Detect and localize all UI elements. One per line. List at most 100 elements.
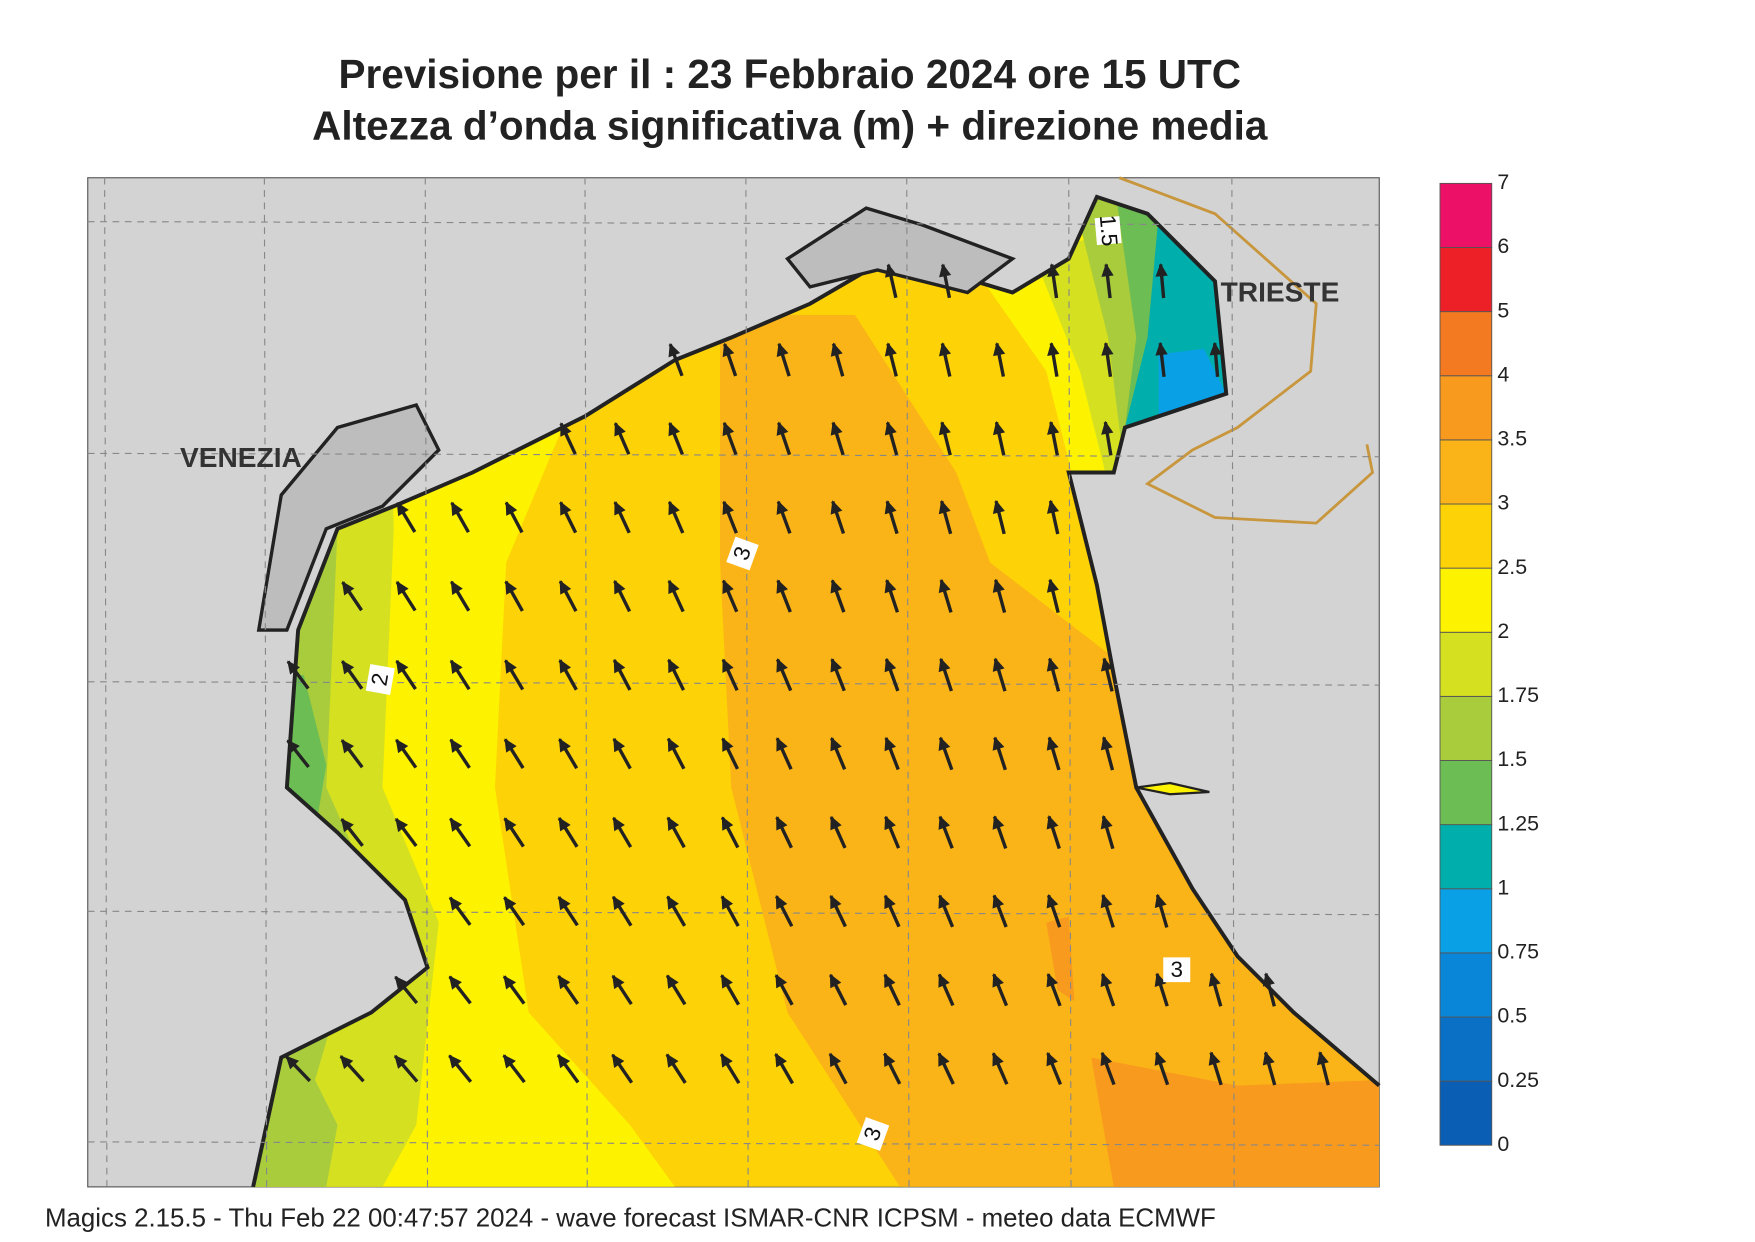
zone-3-3.5 bbox=[720, 315, 1380, 1187]
colorbar-segment bbox=[1439, 952, 1493, 1018]
arrow-head bbox=[884, 973, 896, 989]
arrow-head bbox=[1046, 736, 1059, 751]
arrow-head bbox=[1046, 894, 1059, 909]
arrow-head bbox=[394, 975, 408, 990]
arrow-head bbox=[830, 894, 842, 910]
arrow-head bbox=[668, 500, 680, 516]
arrow-head bbox=[1155, 263, 1168, 277]
arrow-head bbox=[992, 499, 1005, 515]
colorbar-segment bbox=[1439, 1080, 1493, 1146]
arrow-head bbox=[558, 738, 571, 753]
arrow-head bbox=[396, 580, 409, 596]
arrow-head bbox=[667, 737, 680, 753]
arrow-head bbox=[612, 816, 625, 832]
colorbar-label: 0 bbox=[1497, 1132, 1509, 1156]
arrow-head bbox=[1047, 342, 1060, 356]
arrow-head bbox=[938, 1052, 950, 1067]
arrow-head bbox=[992, 578, 1005, 593]
arrow-head bbox=[449, 817, 463, 832]
arrow-head bbox=[395, 738, 409, 754]
arrow-head bbox=[776, 737, 788, 752]
arrow-head bbox=[884, 500, 897, 515]
arrow-head bbox=[668, 579, 680, 595]
arrow-head bbox=[830, 815, 842, 831]
colorbar-label: 3.5 bbox=[1497, 427, 1527, 451]
arrow-head bbox=[883, 1052, 896, 1067]
arrow-head bbox=[1154, 972, 1167, 987]
colorbar-label: 4 bbox=[1497, 362, 1509, 386]
contour-label-text: 1.5 bbox=[1095, 214, 1123, 247]
arrow-head bbox=[668, 421, 680, 437]
arrow-head bbox=[1046, 1051, 1058, 1067]
arrow-head bbox=[830, 500, 843, 515]
city-label: VENEZIA bbox=[180, 442, 302, 473]
arrow-head bbox=[884, 578, 897, 594]
arrow-head bbox=[884, 263, 898, 278]
arrow-head bbox=[776, 579, 788, 594]
arrow-head bbox=[612, 895, 625, 911]
arrow-head bbox=[722, 421, 735, 437]
contour-label: 3 bbox=[726, 536, 759, 571]
arrow-head bbox=[992, 420, 1006, 436]
colorbar-label: 1.5 bbox=[1497, 747, 1527, 771]
arrow-head bbox=[340, 818, 354, 833]
arrow-head bbox=[1100, 736, 1113, 751]
arrow-head bbox=[1047, 263, 1060, 278]
arrow-head bbox=[1316, 1051, 1329, 1066]
colorbar-label: 2.5 bbox=[1497, 555, 1527, 579]
arrow-head bbox=[938, 578, 951, 594]
contour-label-bg bbox=[726, 536, 759, 571]
arrow-head bbox=[884, 657, 897, 673]
colorbar-segment bbox=[1439, 439, 1493, 505]
arrow-head bbox=[1100, 1051, 1113, 1067]
arrow-head bbox=[775, 1052, 787, 1068]
contour-label-bg bbox=[1163, 957, 1191, 983]
arrow-head bbox=[614, 500, 626, 516]
colorbar-label: 5 bbox=[1497, 298, 1509, 322]
arrow-head bbox=[775, 895, 788, 910]
parallel bbox=[87, 910, 1380, 916]
contour-label-text: 3 bbox=[1170, 957, 1183, 982]
colorbar-label: 0.25 bbox=[1497, 1068, 1539, 1092]
arrow-head bbox=[558, 896, 571, 911]
zone-3.5-4 bbox=[1046, 916, 1380, 1187]
colorbar-segment bbox=[1439, 824, 1493, 890]
arrow-head bbox=[611, 1053, 625, 1069]
arrow-head bbox=[722, 579, 734, 594]
arrow-head bbox=[448, 1054, 462, 1069]
colorbar-segment bbox=[1439, 760, 1493, 826]
arrow-head bbox=[341, 739, 355, 754]
colorbar-label: 0.75 bbox=[1497, 940, 1539, 964]
arrow-head bbox=[450, 738, 463, 753]
arrow-head bbox=[1262, 972, 1275, 987]
arrow-head bbox=[339, 1055, 354, 1070]
arrow-head bbox=[612, 974, 625, 990]
arrow-head bbox=[560, 501, 572, 516]
arrow-head bbox=[1154, 893, 1167, 909]
arrow-head bbox=[286, 739, 300, 754]
border bbox=[1118, 176, 1375, 525]
arrow-head bbox=[829, 973, 842, 989]
arrow-head bbox=[1100, 657, 1113, 672]
arrow-head bbox=[614, 422, 626, 437]
colorbar-label: 7 bbox=[1497, 170, 1509, 194]
arrow-head bbox=[721, 816, 734, 831]
arrow-head bbox=[938, 894, 950, 909]
arrow-head bbox=[884, 894, 896, 910]
arrow-head bbox=[394, 1054, 408, 1069]
arrow-head bbox=[287, 660, 300, 675]
arrow-head bbox=[830, 658, 843, 673]
contour-labels: 3 2 1.5 3 3 bbox=[365, 214, 1191, 1151]
arrow-head bbox=[1046, 815, 1059, 830]
arrow-head bbox=[721, 895, 734, 910]
contour-label-bg bbox=[365, 664, 395, 695]
arrow-head bbox=[1155, 341, 1168, 356]
arrow-head bbox=[505, 580, 518, 595]
arrow-head bbox=[830, 579, 843, 594]
contour-label: 2 bbox=[365, 664, 395, 695]
colorbar-label: 1 bbox=[1497, 875, 1509, 899]
arrow-head bbox=[1047, 420, 1060, 435]
parallel bbox=[87, 221, 1380, 226]
